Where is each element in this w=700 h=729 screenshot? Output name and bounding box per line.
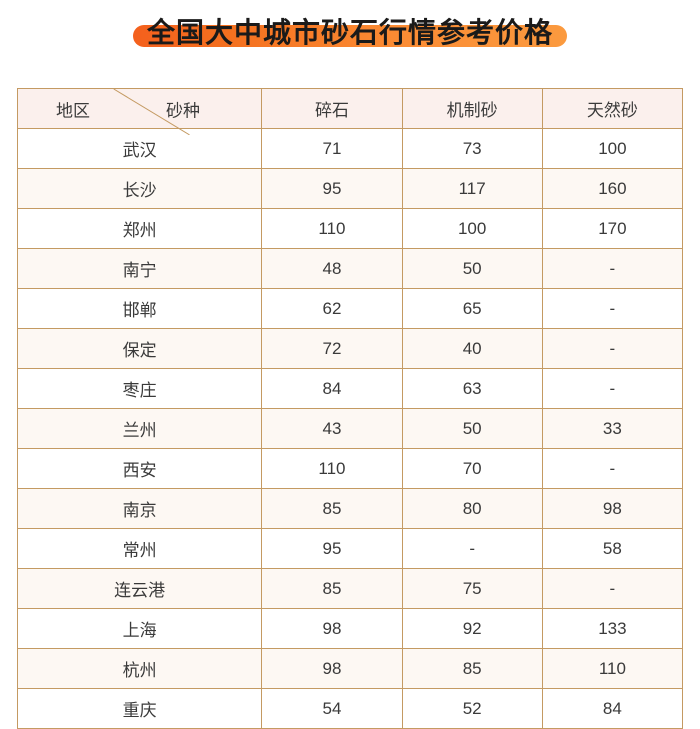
price-table-container: 地区 砂种 碎石 机制砂 天然砂 武汉 71 73 100 长沙 95 117 160 郑州 11… — [16, 88, 684, 729]
table-row: 长沙 95 117 160 — [16, 168, 684, 209]
cell-region: 郑州 — [16, 208, 263, 249]
cell-crushed-stone: 110 — [261, 448, 403, 489]
cell-natural-sand: - — [541, 448, 684, 489]
cell-manufactured-sand: 85 — [401, 648, 543, 689]
cell-natural-sand: 98 — [541, 488, 684, 529]
cell-region: 长沙 — [16, 168, 263, 209]
corner-header-region-label: 地区 — [56, 101, 90, 120]
cell-crushed-stone: 62 — [261, 288, 403, 329]
cell-natural-sand: 33 — [541, 408, 684, 449]
title-highlight-pill — [132, 25, 567, 47]
table-row: 南宁 48 50- — [16, 248, 684, 289]
cell-crushed-stone: 54 — [261, 688, 403, 729]
cell-crushed-stone: 72 — [261, 328, 403, 369]
cell-manufactured-sand: 65 — [401, 288, 543, 329]
column-header-crushed-stone: 碎石 — [261, 88, 403, 129]
cell-natural-sand: 58 — [541, 528, 684, 569]
cell-crushed-stone: 84 — [261, 368, 403, 409]
cell-natural-sand: - — [541, 328, 684, 369]
table-row: 连云港 85 75- — [16, 568, 684, 609]
table-body: 武汉 71 73 100 长沙 95 117 160 郑州 110 100 170 南宁 48 50- 邯郸 6… — [16, 128, 684, 729]
corner-header-sandtype-label: 砂种 — [166, 101, 200, 120]
table-header: 地区 砂种 碎石 机制砂 天然砂 — [16, 88, 684, 135]
cell-crushed-stone: 85 — [261, 568, 403, 609]
cell-manufactured-sand: 100 — [401, 208, 543, 249]
cell-natural-sand: 160 — [541, 168, 684, 209]
cell-crushed-stone: 110 — [261, 208, 403, 249]
corner-header-cell: 地区 砂种 — [16, 88, 263, 135]
cell-natural-sand: - — [541, 288, 684, 329]
cell-crushed-stone: 95 — [261, 528, 403, 569]
cell-region: 保定 — [16, 328, 263, 369]
cell-manufactured-sand: 52 — [401, 688, 543, 729]
cell-manufactured-sand: 40 — [401, 328, 543, 369]
table-row: 杭州 98 85 110 — [16, 648, 684, 689]
cell-crushed-stone: 43 — [261, 408, 403, 449]
table-row: 枣庄 84 63- — [16, 368, 684, 409]
cell-crushed-stone: 85 — [261, 488, 403, 529]
table-row: 上海 98 92 133 — [16, 608, 684, 649]
cell-region: 重庆 — [16, 688, 263, 729]
table-row: 西安 110 70- — [16, 448, 684, 489]
column-header-natural-sand: 天然砂 — [541, 88, 684, 129]
table-row: 重庆 54 52 84 — [16, 688, 684, 729]
table-row: 保定 72 40- — [16, 328, 684, 369]
cell-manufactured-sand: 63 — [401, 368, 543, 409]
cell-natural-sand: - — [541, 568, 684, 609]
cell-region: 杭州 — [16, 648, 263, 689]
table-row: 兰州 43 50 33 — [16, 408, 684, 449]
column-header-manufactured-sand: 机制砂 — [401, 88, 543, 129]
cell-crushed-stone: 98 — [261, 648, 403, 689]
cell-manufactured-sand: 70 — [401, 448, 543, 489]
title-block: 全国大中城市砂石行情参考价格 — [132, 16, 567, 50]
table-row: 郑州 110 100 170 — [16, 208, 684, 249]
cell-region: 西安 — [16, 448, 263, 489]
cell-region: 邯郸 — [16, 288, 263, 329]
cell-region: 常州 — [16, 528, 263, 569]
cell-crushed-stone: 48 — [261, 248, 403, 289]
cell-manufactured-sand: 92 — [401, 608, 543, 649]
cell-region: 上海 — [16, 608, 263, 649]
cell-region: 武汉 — [16, 128, 263, 169]
cell-region: 连云港 — [16, 568, 263, 609]
table-header-row: 地区 砂种 碎石 机制砂 天然砂 — [16, 88, 684, 135]
cell-natural-sand: 133 — [541, 608, 684, 649]
cell-crushed-stone: 71 — [261, 128, 403, 169]
table-row: 常州 95-58 — [16, 528, 684, 569]
cell-region: 南宁 — [16, 248, 263, 289]
cell-manufactured-sand: 50 — [401, 408, 543, 449]
cell-natural-sand: 110 — [541, 648, 684, 689]
cell-manufactured-sand: 75 — [401, 568, 543, 609]
cell-manufactured-sand: 50 — [401, 248, 543, 289]
page-title-banner: 全国大中城市砂石行情参考价格 — [0, 0, 700, 88]
table-row: 南京 85 80 98 — [16, 488, 684, 529]
cell-natural-sand: 170 — [541, 208, 684, 249]
cell-region: 兰州 — [16, 408, 263, 449]
cell-crushed-stone: 95 — [261, 168, 403, 209]
table-row: 邯郸 62 65- — [16, 288, 684, 329]
cell-manufactured-sand: 117 — [401, 168, 543, 209]
cell-manufactured-sand: 80 — [401, 488, 543, 529]
cell-manufactured-sand: 73 — [401, 128, 543, 169]
cell-natural-sand: 84 — [541, 688, 684, 729]
cell-crushed-stone: 98 — [261, 608, 403, 649]
cell-region: 南京 — [16, 488, 263, 529]
cell-region: 枣庄 — [16, 368, 263, 409]
sand-price-table: 地区 砂种 碎石 机制砂 天然砂 武汉 71 73 100 长沙 95 117 160 郑州 11… — [16, 88, 684, 729]
cell-natural-sand: - — [541, 248, 684, 289]
cell-natural-sand: - — [541, 368, 684, 409]
cell-manufactured-sand: - — [401, 528, 543, 569]
cell-natural-sand: 100 — [541, 128, 684, 169]
table-row: 武汉 71 73 100 — [16, 128, 684, 169]
page-title: 全国大中城市砂石行情参考价格 — [146, 17, 553, 48]
diagonal-divider-icon — [113, 89, 190, 135]
